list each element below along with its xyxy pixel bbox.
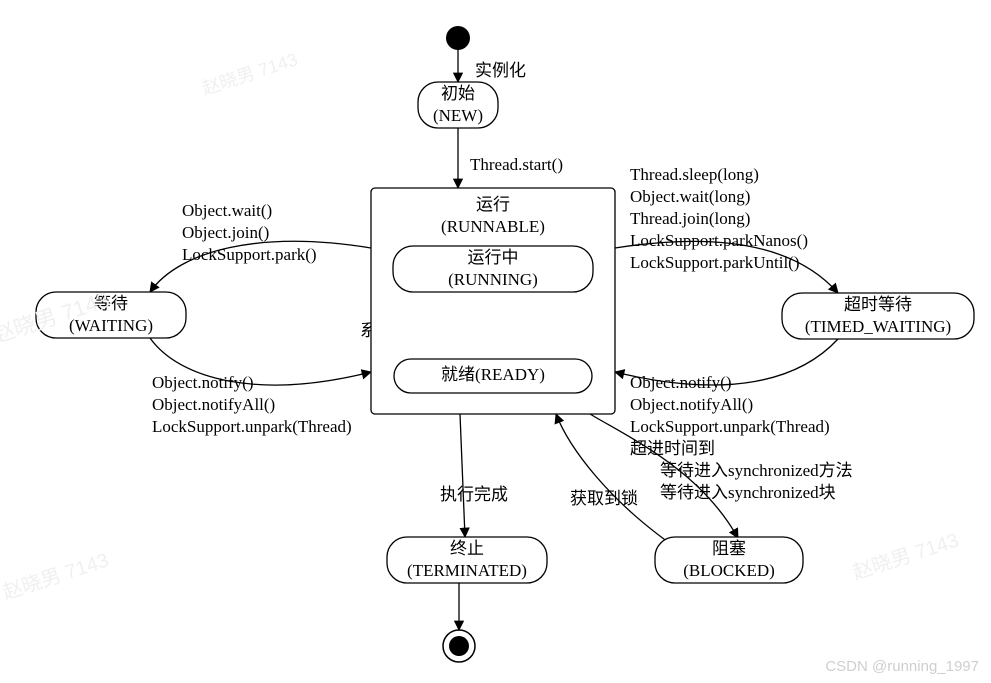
svg-text:Object.join(): Object.join() bbox=[182, 223, 269, 242]
svg-text:超时等待: 超时等待 bbox=[844, 295, 912, 314]
svg-text:Thread.sleep(long): Thread.sleep(long) bbox=[630, 165, 759, 184]
svg-text:运行: 运行 bbox=[476, 195, 510, 214]
svg-text:(NEW): (NEW) bbox=[433, 106, 483, 125]
svg-text:初始: 初始 bbox=[441, 84, 475, 103]
svg-text:(TIMED_WAITING): (TIMED_WAITING) bbox=[805, 317, 951, 336]
svg-text:Object.notify(): Object.notify() bbox=[630, 373, 732, 392]
svg-text:Object.notifyAll(): Object.notifyAll() bbox=[152, 395, 275, 414]
svg-text:阻塞: 阻塞 bbox=[712, 539, 746, 558]
svg-text:等待进入synchronized块: 等待进入synchronized块 bbox=[660, 483, 836, 502]
svg-text:(RUNNABLE): (RUNNABLE) bbox=[441, 217, 545, 236]
svg-text:等待进入synchronized方法: 等待进入synchronized方法 bbox=[660, 461, 853, 480]
svg-text:Thread.join(long): Thread.join(long) bbox=[630, 209, 750, 228]
svg-text:实例化: 实例化 bbox=[475, 61, 526, 80]
initial-state bbox=[446, 26, 470, 50]
final-state bbox=[449, 636, 469, 656]
svg-text:就绪(READY): 就绪(READY) bbox=[441, 365, 545, 384]
csdn-attribution: CSDN @running_1997 bbox=[825, 658, 979, 675]
svg-text:LockSupport.park(): LockSupport.park() bbox=[182, 245, 317, 264]
svg-text:LockSupport.unpark(Thread): LockSupport.unpark(Thread) bbox=[152, 417, 352, 436]
svg-text:Object.notify(): Object.notify() bbox=[152, 373, 254, 392]
edge-e_run_term bbox=[460, 414, 465, 537]
svg-text:超进时间到: 超进时间到 bbox=[630, 439, 715, 458]
svg-text:运行中: 运行中 bbox=[468, 248, 519, 267]
svg-text:LockSupport.parkUntil(): LockSupport.parkUntil() bbox=[630, 253, 800, 272]
svg-text:Object.wait(): Object.wait() bbox=[182, 201, 272, 220]
svg-text:(RUNNING): (RUNNING) bbox=[448, 270, 538, 289]
svg-text:Object.wait(long): Object.wait(long) bbox=[630, 187, 750, 206]
svg-text:LockSupport.parkNanos(): LockSupport.parkNanos() bbox=[630, 231, 808, 250]
svg-text:(WAITING): (WAITING) bbox=[69, 316, 153, 335]
svg-text:等待: 等待 bbox=[94, 294, 128, 313]
svg-text:执行完成: 执行完成 bbox=[440, 485, 508, 504]
svg-text:(BLOCKED): (BLOCKED) bbox=[683, 561, 775, 580]
svg-text:Thread.start(): Thread.start() bbox=[470, 155, 563, 174]
svg-text:获取到锁: 获取到锁 bbox=[570, 489, 638, 508]
svg-text:Object.notifyAll(): Object.notifyAll() bbox=[630, 395, 753, 414]
svg-text:LockSupport.unpark(Thread): LockSupport.unpark(Thread) bbox=[630, 417, 830, 436]
svg-text:(TERMINATED): (TERMINATED) bbox=[407, 561, 527, 580]
svg-text:终止: 终止 bbox=[450, 539, 484, 558]
